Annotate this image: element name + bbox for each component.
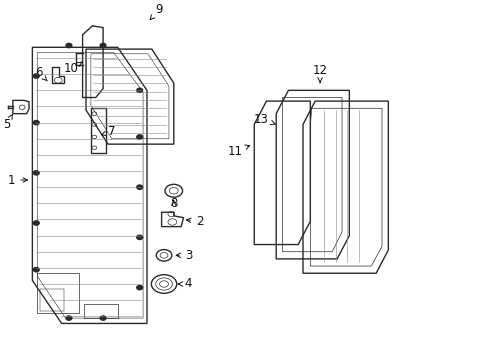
Text: 13: 13 xyxy=(254,113,275,126)
Text: 9: 9 xyxy=(150,3,163,19)
Text: 7: 7 xyxy=(102,125,115,138)
Circle shape xyxy=(137,185,142,189)
Text: 6: 6 xyxy=(35,66,47,81)
Circle shape xyxy=(100,316,106,320)
Text: 11: 11 xyxy=(227,145,249,158)
Circle shape xyxy=(137,135,142,139)
Text: 8: 8 xyxy=(170,197,177,210)
Text: 2: 2 xyxy=(186,215,203,228)
Circle shape xyxy=(33,121,39,125)
Text: 5: 5 xyxy=(3,114,12,131)
Circle shape xyxy=(137,235,142,239)
Text: 1: 1 xyxy=(8,174,27,186)
Text: 12: 12 xyxy=(312,64,327,83)
Text: 10: 10 xyxy=(64,62,81,75)
Circle shape xyxy=(33,74,39,78)
Text: 4: 4 xyxy=(178,278,192,291)
Circle shape xyxy=(100,43,106,48)
Text: 3: 3 xyxy=(176,249,192,262)
Circle shape xyxy=(66,43,72,48)
Circle shape xyxy=(137,285,142,290)
Circle shape xyxy=(33,267,39,272)
Circle shape xyxy=(137,88,142,93)
Circle shape xyxy=(66,316,72,320)
Circle shape xyxy=(33,171,39,175)
Circle shape xyxy=(33,221,39,225)
